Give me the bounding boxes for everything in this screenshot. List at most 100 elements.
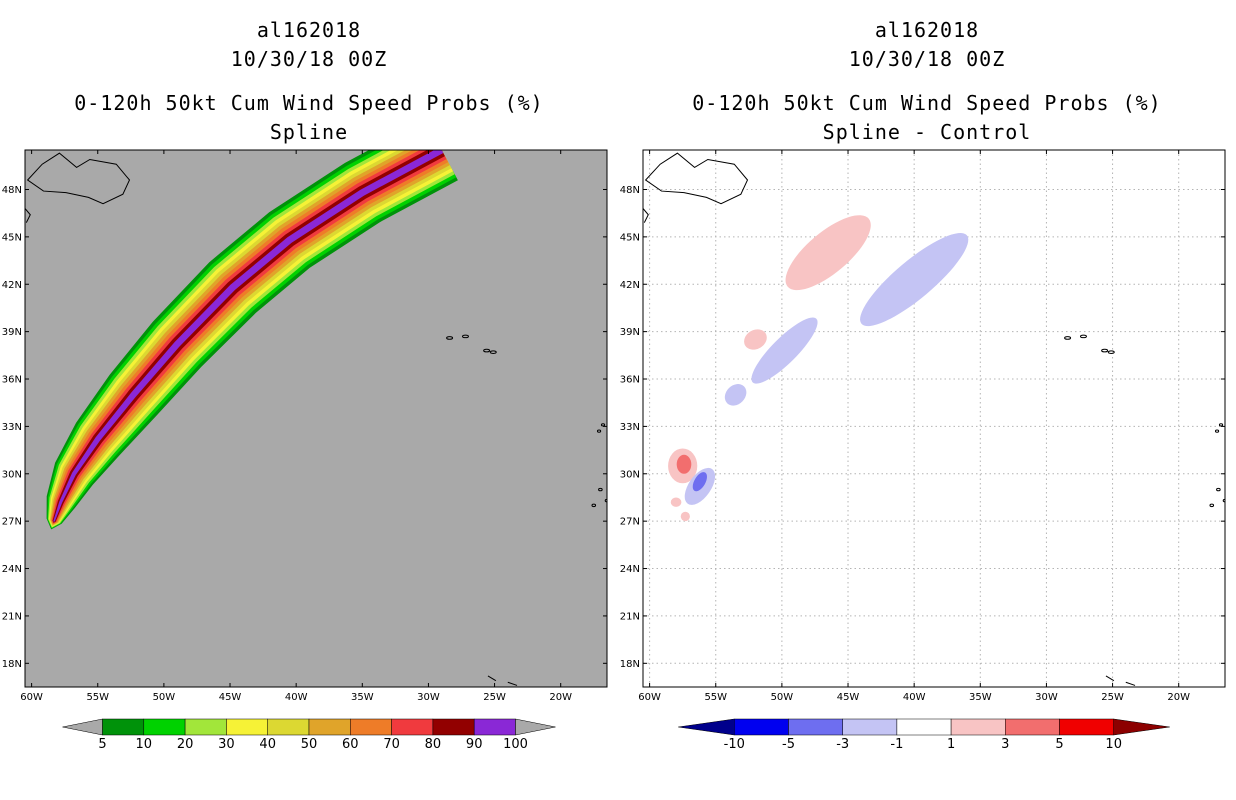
azores-island [483, 348, 491, 353]
colorbar-swatch [391, 718, 434, 736]
y-tick-label: 36N [620, 375, 640, 386]
y-tick-label: 33N [2, 422, 22, 433]
y-tick-label: 48N [2, 185, 22, 196]
coastlines [25, 152, 607, 686]
y-tick-label: 45N [2, 232, 22, 243]
colorbar-swatch [842, 718, 898, 736]
y-tick-label: 30N [2, 469, 22, 480]
y-tick-label: 24N [620, 564, 640, 575]
colorbar-swatch [308, 718, 351, 736]
colorbar-extend-high [515, 718, 556, 736]
positive-anomaly [676, 454, 692, 474]
colorbar-swatch [267, 718, 310, 736]
canary-island [1222, 498, 1225, 503]
x-tick-label: 50W [153, 692, 176, 703]
chart-title: 0-120h 50kt Cum Wind Speed Probs (%) [74, 91, 544, 115]
colorbar-label: 70 [383, 737, 400, 752]
x-tick-label: 20W [1167, 692, 1190, 703]
colorbar-swatch [788, 718, 843, 736]
chart-spline: 60W 55W 50W 45W 40W 35W 30W 25W 20W 18N 21N 24N 27N 3… [2, 149, 608, 752]
y-tick-label: 42N [2, 280, 22, 291]
x-tick-label: 60W [20, 692, 43, 703]
y-tick-label: 45N [620, 232, 640, 243]
colorbar-swatch [350, 718, 392, 736]
x-tick-label: 25W [1101, 692, 1124, 703]
x-tick-label: 55W [86, 692, 109, 703]
colorbar-label: 3 [1001, 737, 1009, 752]
azores-island [446, 336, 454, 340]
colorbar-label: 10 [136, 737, 153, 752]
colorbar-label: -10 [724, 737, 745, 752]
colorbar-label: 40 [259, 737, 276, 752]
colorbar: 5 10 20 30 40 50 60 70 80 90 100 [62, 718, 556, 752]
colorbar-label: 1 [947, 737, 955, 752]
colorbar-label: 60 [342, 737, 359, 752]
x-tick-label: 30W [417, 692, 440, 703]
azores-island [461, 334, 469, 339]
y-tick-label: 27N [2, 517, 22, 528]
colorbar-extend-high [1113, 718, 1170, 736]
y-tick-label: 48N [620, 185, 640, 196]
y-tick-label: 24N [2, 564, 22, 575]
nova-scotia-coast [25, 208, 31, 223]
colorbar-swatch [1059, 718, 1114, 736]
positive-anomaly [670, 497, 682, 507]
colorbar-swatch [102, 718, 145, 736]
negative-anomaly [692, 472, 707, 492]
panel-spline-minus-control: al162018 10/30/18 00Z 0-120h 50kt Cum Wi… [618, 0, 1236, 800]
colorbar-label: -5 [782, 737, 795, 752]
forecast-date: 10/30/18 00Z [848, 47, 1006, 71]
x-tick-label: 50W [771, 692, 794, 703]
y-tick-label: 39N [2, 327, 22, 338]
colorbar-swatch [734, 718, 789, 736]
colorbar-label: -3 [836, 737, 849, 752]
forecast-date: 10/30/18 00Z [230, 47, 388, 71]
negative-anomaly [724, 384, 747, 406]
y-tick-label: 33N [620, 422, 640, 433]
colorbar-extend-low [62, 718, 103, 736]
plot-area [25, 150, 607, 686]
plot-background [643, 150, 1225, 687]
x-tick-label: 30W [1035, 692, 1058, 703]
colorbar-swatch [896, 718, 952, 736]
y-tick-label: 27N [620, 517, 640, 528]
madeira-island [1214, 429, 1220, 433]
plot-frame [24, 149, 608, 688]
x-tick-label: 35W [969, 692, 992, 703]
colorbar-label: -1 [890, 737, 903, 752]
cape-verde-islands [1105, 675, 1136, 686]
azores-island [1101, 348, 1109, 353]
colorbar-label: 20 [177, 737, 194, 752]
colorbar-swatch [473, 718, 516, 736]
colorbar-label: 30 [218, 737, 235, 752]
x-tick-label: 35W [351, 692, 374, 703]
negative-anomaly [860, 232, 969, 327]
panel-spline: al162018 10/30/18 00Z 0-120h 50kt Cum Wi… [2, 18, 608, 752]
newfoundland-coast [26, 152, 131, 205]
azores-island [1064, 336, 1072, 340]
cape-verde-islands [487, 675, 518, 686]
x-tick-label: 55W [704, 692, 727, 703]
y-tick-label: 21N [620, 611, 640, 622]
canary-island [604, 498, 607, 503]
plot-area [643, 150, 1225, 687]
azores-island [1107, 350, 1115, 354]
x-tick-label: 40W [903, 692, 926, 703]
colorbar-label: 80 [425, 737, 442, 752]
azores-island [1079, 334, 1087, 339]
positive-anomaly [785, 215, 871, 291]
chart-difference: 60W 55W 50W 45W 40W 35W 30W 25W 20W 18N 21N 24N 27N 3… [620, 149, 1226, 752]
canary-island [598, 487, 603, 492]
y-tick-label: 30N [620, 469, 640, 480]
chart-subtitle: Spline [269, 120, 349, 144]
y-tick-label: 36N [2, 375, 22, 386]
negative-anomaly [751, 317, 818, 384]
x-tick-label: 45W [837, 692, 860, 703]
chart-subtitle: Spline - Control [822, 120, 1032, 144]
colorbar-swatch [226, 718, 268, 736]
nova-scotia-coast [643, 208, 649, 223]
colorbar-swatch [143, 718, 186, 736]
colorbar-label: 50 [301, 737, 318, 752]
y-tick-label: 39N [620, 327, 640, 338]
colorbar-swatch [432, 718, 475, 736]
